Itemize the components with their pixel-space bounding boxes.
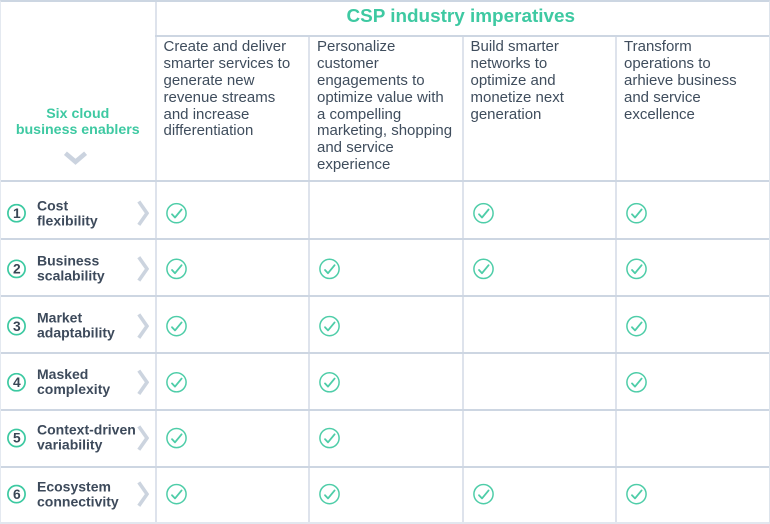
svg-text:3: 3 [13, 318, 21, 333]
svg-text:1: 1 [13, 206, 21, 221]
svg-text:4: 4 [13, 375, 21, 390]
svg-text:2: 2 [13, 261, 21, 276]
svg-text:5: 5 [13, 430, 21, 445]
svg-text:6: 6 [13, 487, 21, 502]
